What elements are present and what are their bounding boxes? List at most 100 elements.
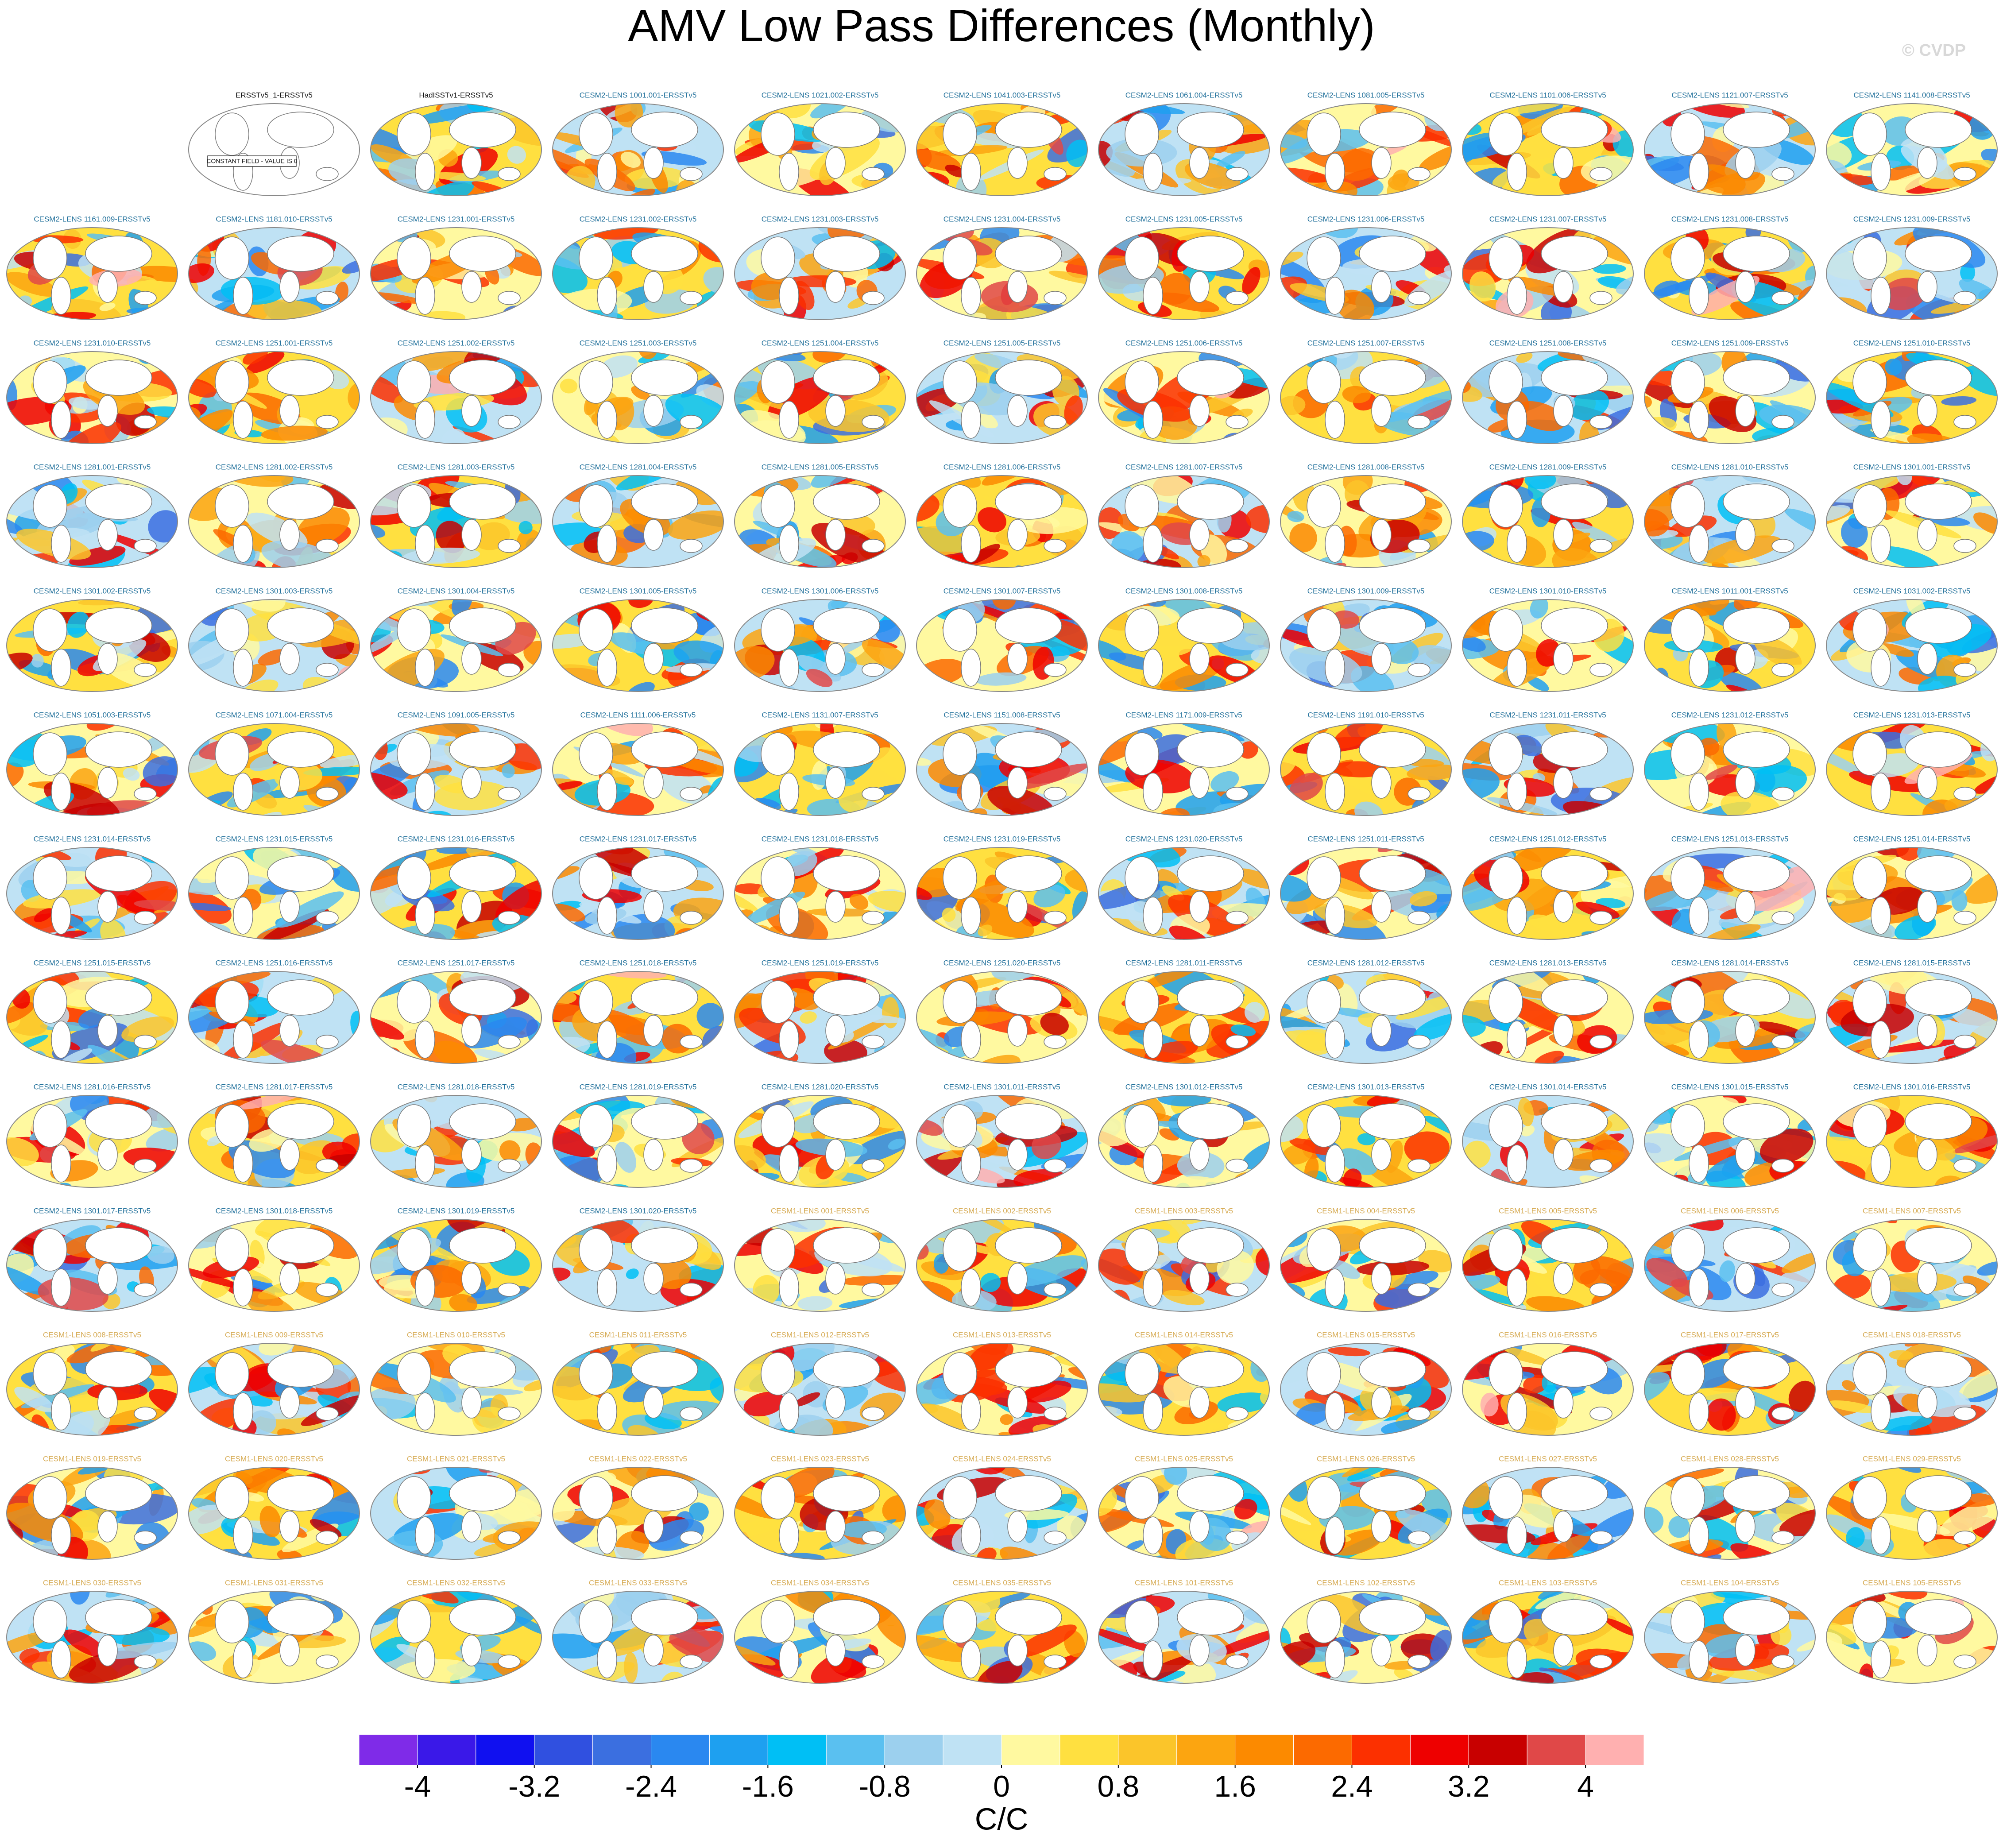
land	[1007, 1511, 1028, 1543]
map-field	[189, 599, 360, 692]
land	[233, 277, 253, 315]
land	[1371, 395, 1392, 427]
map-panel: CESM2-LENS 1031.002-ERSSTv5	[1826, 587, 1998, 692]
land	[1044, 1035, 1067, 1049]
land	[813, 731, 880, 768]
anomaly-blob	[1601, 875, 1633, 888]
anomaly-blob	[1826, 1137, 1881, 1158]
anomaly-blob	[615, 1142, 637, 1173]
anomaly-blob	[954, 1219, 1017, 1236]
land	[1507, 401, 1527, 439]
land	[1553, 1511, 1574, 1543]
map-panel: CESM1-LENS 025-ERSSTv5	[1098, 1454, 1270, 1560]
land	[1507, 773, 1527, 811]
anomaly-blob	[1287, 554, 1302, 568]
land	[1589, 1283, 1612, 1297]
land	[461, 1139, 482, 1171]
land	[1408, 1655, 1431, 1669]
land	[1007, 395, 1028, 427]
land	[461, 395, 482, 427]
anomaly-blob	[339, 476, 360, 499]
anomaly-blob	[1533, 1275, 1561, 1294]
map-outline	[734, 227, 906, 320]
anomaly-blob	[806, 669, 833, 687]
land	[1125, 1228, 1159, 1272]
land	[1771, 167, 1794, 181]
land	[631, 360, 698, 396]
map-field	[1280, 228, 1451, 320]
land	[779, 525, 799, 563]
map-field	[1462, 476, 1633, 568]
land	[1723, 360, 1790, 396]
panel-title: CESM2-LENS 1281.006-ERSSTv5	[943, 463, 1061, 471]
land	[597, 1144, 617, 1183]
land	[862, 415, 885, 429]
map-panel: CESM1-LENS 022-ERSSTv5	[552, 1454, 724, 1560]
land	[1852, 1228, 1887, 1272]
anomaly-blob	[553, 561, 599, 568]
anomaly-blob	[18, 684, 48, 692]
panel-title: CESM2-LENS 1011.001-ERSSTv5	[1671, 587, 1788, 595]
land	[1371, 519, 1392, 551]
land	[943, 360, 977, 404]
land	[779, 277, 799, 315]
anomaly-blob	[514, 334, 529, 346]
land	[397, 856, 431, 900]
land	[1689, 1516, 1709, 1554]
land	[1044, 1159, 1067, 1173]
anomaly-blob	[1826, 505, 1850, 522]
land	[1689, 897, 1709, 935]
land	[1917, 1015, 1937, 1047]
land	[449, 112, 516, 148]
anomaly-blob	[1392, 1271, 1438, 1289]
map-panel: CESM1-LENS 004-ERSSTv5	[1280, 1206, 1452, 1312]
land	[643, 1511, 664, 1543]
note-box	[207, 155, 297, 167]
land	[1177, 360, 1244, 396]
land	[813, 979, 880, 1016]
map-panel: CESM2-LENS 1281.010-ERSSTv5	[1644, 463, 1816, 568]
map-outline	[916, 103, 1088, 196]
anomaly-blob	[1111, 531, 1145, 563]
anomaly-blob	[1678, 187, 1724, 196]
land	[233, 1392, 253, 1430]
land	[1359, 607, 1426, 644]
map-field	[1462, 847, 1633, 939]
anomaly-blob	[1384, 389, 1451, 423]
panel-title: CESM2-LENS 1101.006-ERSSTv5	[1489, 91, 1606, 99]
land	[397, 484, 431, 528]
panel-title: CESM1-LENS 032-ERSSTv5	[407, 1578, 505, 1587]
panel-title: CESM1-LENS 031-ERSSTv5	[225, 1578, 323, 1587]
land	[1226, 167, 1249, 181]
watermark: © CVDP	[1902, 41, 1966, 60]
anomaly-blob	[916, 492, 940, 522]
map-panel: CESM1-LENS 030-ERSSTv5	[6, 1578, 178, 1684]
anomaly-blob	[593, 971, 667, 979]
land	[961, 1144, 981, 1183]
map-panel: CESM1-LENS 029-ERSSTv5	[1826, 1454, 1998, 1560]
panel-title: CESM2-LENS 1301.002-ERSSTv5	[34, 587, 151, 595]
land	[415, 1268, 435, 1307]
land	[1307, 732, 1341, 776]
anomaly-blob	[1222, 439, 1239, 444]
anomaly-blob	[890, 352, 905, 364]
anomaly-blob	[1059, 926, 1087, 939]
map-field	[1280, 1095, 1451, 1187]
anomaly-blob	[745, 1303, 771, 1311]
land	[943, 1600, 977, 1643]
land	[961, 649, 981, 687]
anomaly-blob	[740, 1186, 770, 1187]
land	[85, 236, 152, 272]
land	[862, 1407, 885, 1421]
map-panel: CESM1-LENS 008-ERSSTv5	[6, 1330, 178, 1436]
land	[215, 236, 249, 280]
anomaly-blob	[1022, 1309, 1061, 1347]
panel-title: CESM2-LENS 1301.005-ERSSTv5	[580, 587, 697, 595]
map-panel: CESM1-LENS 009-ERSSTv5	[188, 1330, 360, 1436]
land	[1541, 483, 1608, 520]
map-panel: CESM2-LENS 1251.011-ERSSTv5	[1280, 835, 1452, 940]
map-outline	[916, 599, 1088, 692]
land	[449, 1227, 516, 1264]
anomaly-blob	[1462, 768, 1500, 800]
land	[85, 1475, 152, 1512]
